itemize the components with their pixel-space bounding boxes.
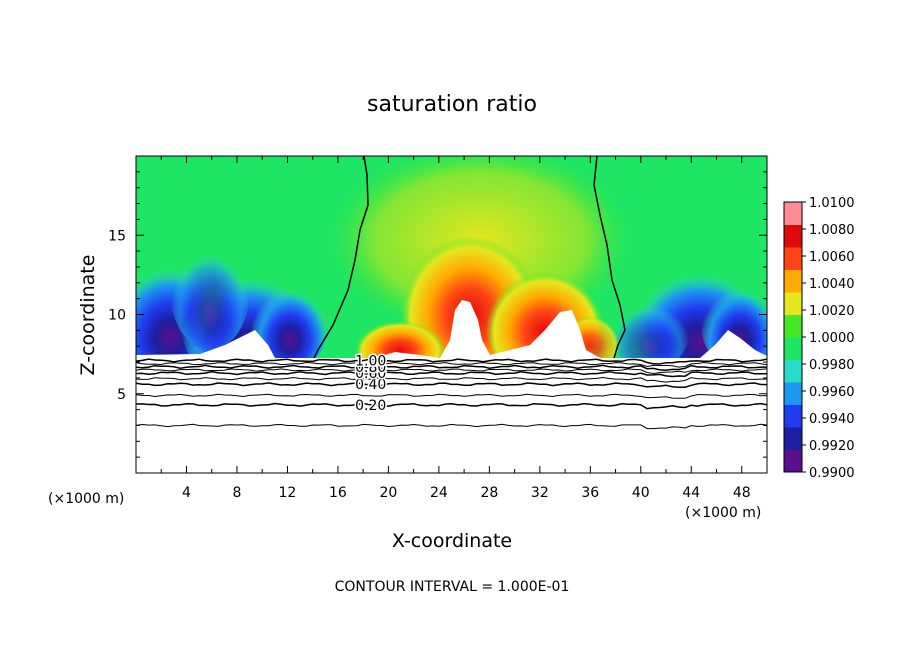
- colorbar-tick-label: 1.0100: [809, 196, 855, 211]
- colorbar-tick-label: 0.9940: [809, 412, 855, 427]
- contour-line: [136, 368, 767, 375]
- contour-label: 0.80: [355, 360, 386, 376]
- colorbar-segment: [784, 449, 802, 473]
- contour-label: 0.60: [355, 366, 386, 382]
- x-tick-label: 40: [632, 485, 650, 501]
- colorbar-tick-label: 0.9920: [809, 439, 855, 454]
- y-tick-label: 15: [108, 228, 126, 244]
- colorbar-tick-label: 1.0060: [809, 250, 855, 265]
- colorbar-segment: [784, 404, 802, 428]
- colorbar-tick-label: 0.9960: [809, 385, 855, 400]
- x-tick-label: 28: [480, 485, 498, 501]
- contour-line: [136, 393, 767, 399]
- contour-line: [136, 361, 767, 368]
- colorbar-tick-label: 1.0000: [809, 331, 855, 346]
- contour-line: [136, 423, 767, 430]
- contour-lines: 0.20 0.400.600.801.00: [136, 352, 767, 430]
- colorbar-segment: [784, 269, 802, 293]
- contour-label: 1.00: [355, 353, 386, 369]
- x-tick-label: 4: [182, 485, 191, 501]
- y-axis-label: Z-coordinate: [77, 255, 99, 376]
- colorbar-segment: [784, 202, 802, 225]
- x-tick-label: 8: [232, 485, 241, 501]
- y-tick-label: 5: [117, 387, 126, 403]
- contour-label: 0.40: [355, 377, 386, 393]
- colorbar-segment: [784, 359, 802, 383]
- colorbar-tick-label: 0.9980: [809, 358, 855, 373]
- y-tick-label: 10: [108, 308, 126, 324]
- x-tick-label: 24: [430, 485, 448, 501]
- colorbar: 0.9900 0.9920 0.9940 0.9960 0.9980 1.0000 1.00…: [783, 196, 855, 481]
- x-tick-label: 48: [733, 485, 751, 501]
- x-axis-label: X-coordinate: [392, 530, 512, 552]
- x-tick-label: 16: [329, 485, 347, 501]
- colorbar-tick-label: 1.0040: [809, 277, 855, 292]
- x-tick-label: 20: [379, 485, 397, 501]
- colorbar-segment: [784, 314, 802, 338]
- colorbar-segment: [784, 427, 802, 450]
- contour-line: [136, 358, 767, 365]
- x-unit-label-left: (×1000 m): [48, 491, 124, 507]
- x-unit-label-right: (×1000 m): [685, 505, 761, 521]
- contour-line: [136, 364, 767, 372]
- contour-line: [136, 376, 767, 383]
- x-tick-label: 36: [581, 485, 599, 501]
- y-axis: 5 10 15: [108, 171, 767, 458]
- colorbar-segment: [784, 224, 802, 248]
- x-axis: 4 8 12 16 20 24 28 32 36 40 44 48: [160, 156, 751, 501]
- heatmap-field: [136, 156, 767, 358]
- colorbar-segment: [784, 337, 802, 360]
- colorbar-tick-label: 0.9900: [809, 466, 855, 481]
- contour-line: [136, 402, 767, 410]
- colorbar-tick-label: 1.0020: [809, 304, 855, 319]
- colorbar-segment: [784, 247, 802, 270]
- contour-interval-note: CONTOUR INTERVAL = 1.000E-01: [335, 579, 570, 595]
- x-tick-label: 44: [682, 485, 700, 501]
- colorbar-segment: [784, 292, 802, 315]
- x-tick-label: 12: [279, 485, 297, 501]
- contour-line: [136, 370, 767, 378]
- x-tick-label: 32: [531, 485, 549, 501]
- colorbar-segment: [784, 382, 802, 405]
- chart-title: saturation ratio: [367, 92, 537, 117]
- colorbar-tick-label: 1.0080: [809, 223, 855, 238]
- contour-line: [136, 382, 767, 389]
- contour-label: 0.20: [355, 398, 386, 414]
